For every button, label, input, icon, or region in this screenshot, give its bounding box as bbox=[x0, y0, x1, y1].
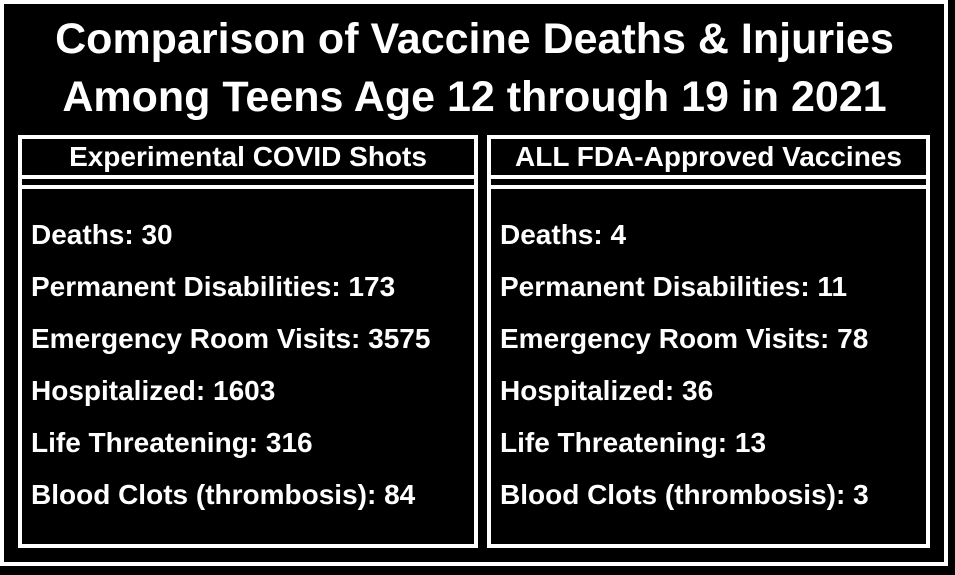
stat-row-deaths: Deaths: 30 bbox=[31, 219, 173, 250]
stat-row-emergency-room-visits: Emergency Room Visits: 78 bbox=[500, 323, 869, 354]
column-covid-shots: Experimental COVID Shots Deaths: 30 Perm… bbox=[18, 135, 478, 548]
column-body-covid-shots: Deaths: 30 Permanent Disabilities: 173 E… bbox=[22, 185, 474, 544]
stat-row-blood-clots: Blood Clots (thrombosis): 84 bbox=[31, 479, 416, 510]
column-header-covid-shots: Experimental COVID Shots bbox=[22, 139, 474, 179]
stat-row-hospitalized: Hospitalized: 36 bbox=[500, 375, 714, 406]
title-block: Comparison of Vaccine Deaths & Injuries … bbox=[0, 10, 949, 126]
header-body-gap bbox=[491, 179, 926, 185]
column-body-fda-vaccines: Deaths: 4 Permanent Disabilities: 11 Eme… bbox=[491, 185, 926, 544]
stat-row-blood-clots: Blood Clots (thrombosis): 3 bbox=[500, 479, 869, 510]
title-line-1: Comparison of Vaccine Deaths & Injuries bbox=[55, 15, 894, 63]
title-line-2: Among Teens Age 12 through 19 in 2021 bbox=[62, 73, 887, 121]
stat-row-permanent-disabilities: Permanent Disabilities: 173 bbox=[31, 271, 396, 302]
stat-row-deaths: Deaths: 4 bbox=[500, 219, 627, 250]
stat-row-permanent-disabilities: Permanent Disabilities: 11 bbox=[500, 271, 848, 302]
stat-row-life-threatening: Life Threatening: 13 bbox=[500, 427, 767, 458]
comparison-table: Experimental COVID Shots Deaths: 30 Perm… bbox=[18, 135, 930, 548]
stat-row-life-threatening: Life Threatening: 316 bbox=[31, 427, 313, 458]
header-body-gap bbox=[22, 179, 474, 185]
stat-row-emergency-room-visits: Emergency Room Visits: 3575 bbox=[31, 323, 431, 354]
stat-row-hospitalized: Hospitalized: 1603 bbox=[31, 375, 276, 406]
column-header-fda-vaccines: ALL FDA-Approved Vaccines bbox=[491, 139, 926, 179]
column-fda-vaccines: ALL FDA-Approved Vaccines Deaths: 4 Perm… bbox=[487, 135, 930, 548]
